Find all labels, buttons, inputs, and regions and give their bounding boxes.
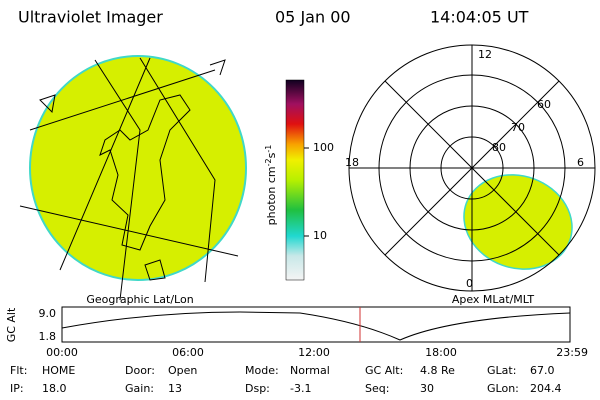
status-label: Flt:	[10, 364, 27, 377]
status-label: Seq:	[365, 382, 389, 395]
status-label: Door:	[125, 364, 155, 377]
status-label: GLon:	[487, 382, 519, 395]
lat-label: 60	[537, 98, 551, 111]
status-label: Mode:	[245, 364, 279, 377]
colorbar-tick-label: 10	[313, 229, 327, 242]
polar-label: Apex MLat/MLT	[452, 293, 535, 306]
unit: photon cm	[265, 166, 278, 225]
colorbar-tick-label: 100	[313, 141, 334, 154]
geo-label: Geographic Lat/Lon	[86, 293, 193, 306]
timeline-y-label: GC Alt	[5, 307, 18, 342]
status-label: Gain:	[125, 382, 154, 395]
polar-plot	[348, 44, 596, 292]
title: Ultraviolet Imager	[18, 8, 163, 27]
status-value: 4.8 Re	[420, 364, 455, 377]
status-label: Dsp:	[245, 382, 270, 395]
mlt-label: 0	[466, 277, 473, 290]
colorbar-unit: photon cm-2s-1	[264, 145, 279, 226]
timeline-y-tick: 9.0	[39, 307, 57, 320]
status-label: GC Alt:	[365, 364, 403, 377]
mlt-label: 12	[478, 48, 492, 61]
timeline-frame	[61, 306, 571, 343]
status-value: 204.4	[530, 382, 562, 395]
unit-exp: -1	[264, 145, 273, 153]
status-value: Normal	[290, 364, 330, 377]
timeline-x-tick: 23:59	[556, 346, 588, 359]
status-value: HOME	[42, 364, 75, 377]
unit-exp: -2	[264, 158, 273, 166]
lat-label: 70	[511, 121, 525, 134]
status-value: 67.0	[530, 364, 555, 377]
date: 05 Jan 00	[275, 8, 351, 27]
geo-image	[19, 55, 247, 301]
timeline-x-tick: 12:00	[298, 346, 330, 359]
timeline-y-tick: 1.8	[39, 330, 57, 343]
mlt-label: 18	[345, 156, 359, 169]
mlt-label: 6	[577, 156, 584, 169]
status-panel: Flt: HOME Door: Open Mode: Normal GC Alt: 4.8 R…	[10, 364, 562, 395]
time: 14:04:05 UT	[430, 8, 529, 27]
altitude-curve	[61, 311, 571, 341]
status-value: Open	[168, 364, 197, 377]
colorbar	[285, 79, 305, 281]
status-value: 18.0	[42, 382, 67, 395]
lat-label: 80	[492, 141, 506, 154]
status-value: 30	[420, 382, 434, 395]
timeline-x-tick: 18:00	[425, 346, 457, 359]
status-value: -3.1	[290, 382, 311, 395]
timeline-x-tick: 06:00	[172, 346, 204, 359]
status-value: 13	[168, 382, 182, 395]
timeline-x-tick: 00:00	[46, 346, 78, 359]
unit: s	[265, 152, 278, 158]
status-label: IP:	[10, 382, 24, 395]
status-label: GLat:	[487, 364, 516, 377]
